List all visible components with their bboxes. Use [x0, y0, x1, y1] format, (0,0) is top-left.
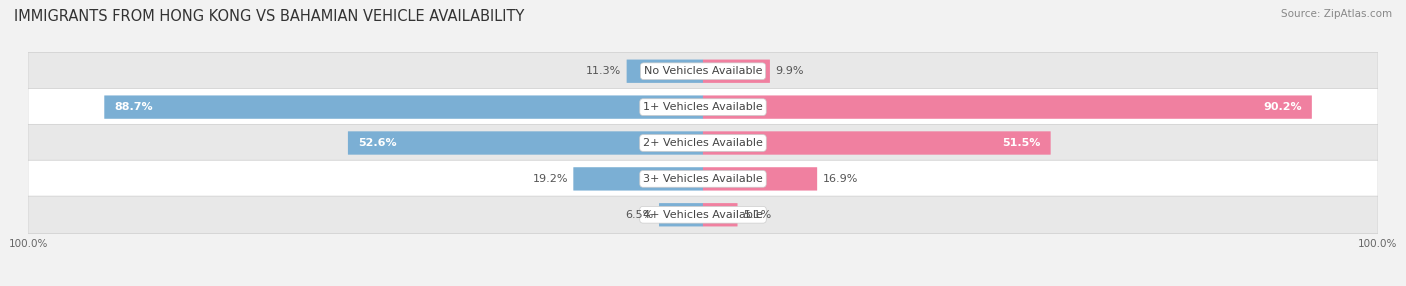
- Text: No Vehicles Available: No Vehicles Available: [644, 66, 762, 76]
- Text: 19.2%: 19.2%: [533, 174, 568, 184]
- FancyBboxPatch shape: [659, 203, 703, 227]
- FancyBboxPatch shape: [347, 131, 703, 155]
- FancyBboxPatch shape: [28, 53, 1378, 90]
- Text: 4+ Vehicles Available: 4+ Vehicles Available: [643, 210, 763, 220]
- FancyBboxPatch shape: [703, 131, 1050, 155]
- FancyBboxPatch shape: [28, 160, 1378, 198]
- FancyBboxPatch shape: [703, 59, 770, 83]
- Text: 51.5%: 51.5%: [1002, 138, 1040, 148]
- Text: IMMIGRANTS FROM HONG KONG VS BAHAMIAN VEHICLE AVAILABILITY: IMMIGRANTS FROM HONG KONG VS BAHAMIAN VE…: [14, 9, 524, 23]
- Text: 16.9%: 16.9%: [823, 174, 858, 184]
- Text: 1+ Vehicles Available: 1+ Vehicles Available: [643, 102, 763, 112]
- Text: 11.3%: 11.3%: [586, 66, 621, 76]
- Text: 52.6%: 52.6%: [359, 138, 396, 148]
- Text: 3+ Vehicles Available: 3+ Vehicles Available: [643, 174, 763, 184]
- Text: 5.1%: 5.1%: [742, 210, 770, 220]
- Text: 6.5%: 6.5%: [626, 210, 654, 220]
- FancyBboxPatch shape: [28, 124, 1378, 162]
- FancyBboxPatch shape: [104, 96, 703, 119]
- FancyBboxPatch shape: [703, 203, 738, 227]
- FancyBboxPatch shape: [703, 96, 1312, 119]
- Text: 90.2%: 90.2%: [1263, 102, 1302, 112]
- FancyBboxPatch shape: [703, 167, 817, 190]
- FancyBboxPatch shape: [627, 59, 703, 83]
- FancyBboxPatch shape: [574, 167, 703, 190]
- FancyBboxPatch shape: [28, 88, 1378, 126]
- Text: 2+ Vehicles Available: 2+ Vehicles Available: [643, 138, 763, 148]
- FancyBboxPatch shape: [28, 196, 1378, 233]
- Text: Source: ZipAtlas.com: Source: ZipAtlas.com: [1281, 9, 1392, 19]
- Text: 88.7%: 88.7%: [114, 102, 153, 112]
- Text: 9.9%: 9.9%: [775, 66, 804, 76]
